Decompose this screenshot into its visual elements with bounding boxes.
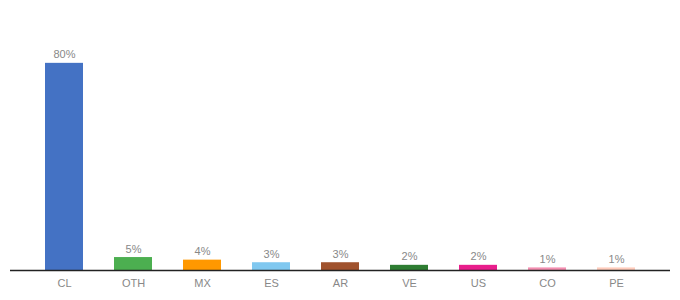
svg-text:80%: 80% <box>53 48 75 60</box>
svg-text:PE: PE <box>609 277 624 289</box>
svg-text:AR: AR <box>333 277 348 289</box>
svg-text:4%: 4% <box>195 245 211 257</box>
svg-text:US: US <box>471 277 486 289</box>
svg-text:1%: 1% <box>609 253 625 265</box>
svg-text:2%: 2% <box>402 250 418 262</box>
svg-text:3%: 3% <box>264 248 280 260</box>
svg-text:CO: CO <box>539 277 556 289</box>
svg-text:ES: ES <box>264 277 279 289</box>
svg-text:MX: MX <box>194 277 211 289</box>
svg-text:CL: CL <box>57 277 71 289</box>
svg-text:OTH: OTH <box>122 277 145 289</box>
svg-text:3%: 3% <box>333 248 349 260</box>
svg-text:1%: 1% <box>540 253 556 265</box>
svg-text:VE: VE <box>402 277 417 289</box>
svg-text:2%: 2% <box>471 250 487 262</box>
svg-text:5%: 5% <box>126 243 142 255</box>
